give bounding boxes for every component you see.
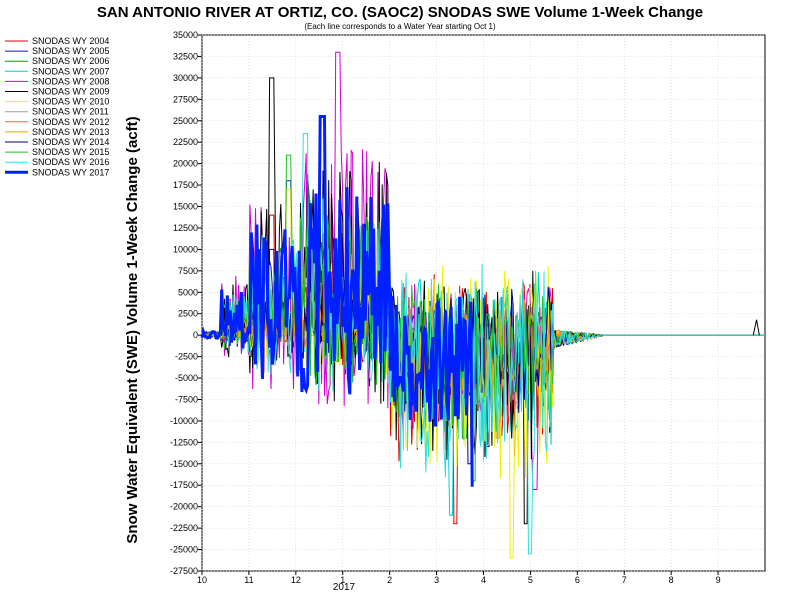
- series-line: [201, 133, 765, 555]
- legend-label: SNODAS WY 2017: [32, 167, 109, 177]
- legend-label: SNODAS WY 2004: [32, 36, 109, 46]
- y-tick-label: 30000: [173, 73, 198, 83]
- y-tick-label: -20000: [170, 502, 198, 512]
- legend-label: SNODAS WY 2009: [32, 87, 109, 97]
- y-tick-label: 10000: [173, 244, 198, 254]
- chart-title: SAN ANTONIO RIVER AT ORTIZ, CO. (SAOC2) …: [97, 4, 703, 21]
- x-tick-label: 3: [434, 575, 439, 585]
- x-tick-label: 7: [622, 575, 627, 585]
- chart-subtitle: (Each line corresponds to a Water Year s…: [304, 22, 496, 31]
- y-tick-label: 20000: [173, 159, 198, 169]
- y-tick-label: 32500: [173, 51, 198, 61]
- y-tick-label: 12500: [173, 223, 198, 233]
- plot-area: 3500032500300002750025000225002000017500…: [170, 30, 766, 585]
- y-tick-label: 7500: [178, 266, 198, 276]
- series-line: [200, 115, 474, 487]
- x-tick-label: 4: [481, 575, 486, 585]
- x-tick-label: 2: [387, 575, 392, 585]
- y-tick-label: -27500: [170, 566, 198, 576]
- y-tick-label: 0: [193, 330, 198, 340]
- legend-label: SNODAS WY 2016: [32, 157, 109, 167]
- legend-label: SNODAS WY 2010: [32, 97, 109, 107]
- legend-label: SNODAS WY 2008: [32, 76, 109, 86]
- y-tick-label: -17500: [170, 480, 198, 490]
- x-tick-label: 11: [244, 575, 253, 585]
- y-tick-label: -12500: [170, 437, 198, 447]
- y-tick-label: -10000: [170, 416, 198, 426]
- x-tick-label: 12: [291, 575, 301, 585]
- y-tick-label: 27500: [173, 94, 198, 104]
- y-tick-label: -2500: [175, 352, 198, 362]
- series-line: [752, 319, 760, 336]
- y-axis-label: Snow Water Equivalent (SWE) Volume 1-Wee…: [124, 116, 141, 543]
- legend-label: SNODAS WY 2007: [32, 66, 109, 76]
- x-tick-label: 1: [340, 575, 345, 585]
- legend-label: SNODAS WY 2014: [32, 137, 109, 147]
- x-tick-label: 10: [197, 575, 207, 585]
- y-tick-label: 22500: [173, 137, 198, 147]
- year-label: 2017: [333, 582, 356, 593]
- y-tick-label: 15000: [173, 202, 198, 212]
- y-tick-label: -7500: [175, 394, 198, 404]
- x-tick-label: 5: [528, 575, 533, 585]
- legend-label: SNODAS WY 2006: [32, 56, 109, 66]
- y-tick-label: -5000: [175, 373, 198, 383]
- y-tick-label: -15000: [170, 459, 198, 469]
- x-tick-label: 8: [669, 575, 674, 585]
- y-tick-label: -25000: [170, 545, 198, 555]
- legend-label: SNODAS WY 2015: [32, 147, 109, 157]
- legend-label: SNODAS WY 2011: [32, 107, 109, 117]
- legend-label: SNODAS WY 2013: [32, 127, 109, 137]
- legend-label: SNODAS WY 2012: [32, 117, 109, 127]
- y-tick-label: 35000: [173, 30, 198, 40]
- x-tick-label: 6: [575, 575, 580, 585]
- y-tick-label: -22500: [170, 523, 198, 533]
- legend-label: SNODAS WY 2005: [32, 46, 109, 56]
- y-tick-label: 17500: [173, 180, 198, 190]
- y-tick-label: 2500: [178, 309, 198, 319]
- y-tick-label: 5000: [178, 287, 198, 297]
- y-tick-label: 25000: [173, 116, 198, 126]
- x-tick-label: 9: [716, 575, 721, 585]
